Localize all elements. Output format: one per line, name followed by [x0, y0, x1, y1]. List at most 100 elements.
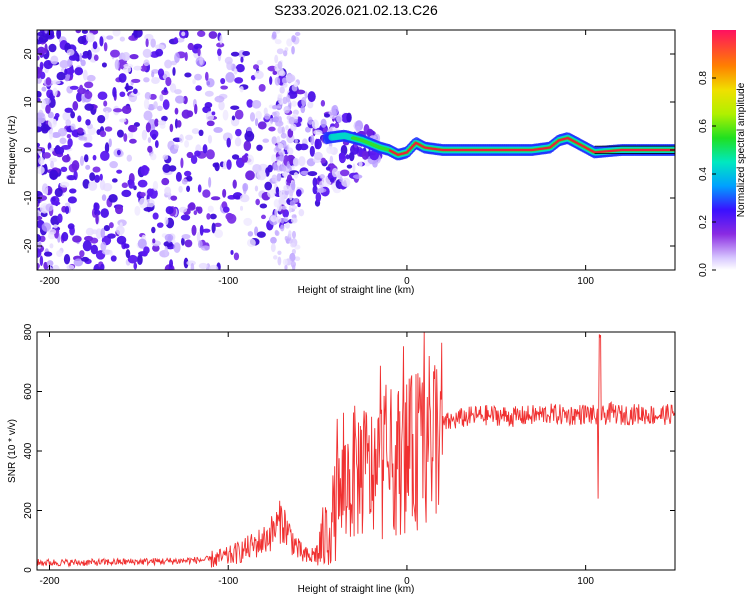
spectrogram-blob	[291, 230, 297, 239]
snr-ytick-label: 0	[23, 567, 34, 573]
spectrogram-ylabel: Frequency (Hz)	[7, 116, 18, 185]
spectrogram-blob	[77, 115, 82, 123]
spectrogram-blob	[235, 128, 242, 137]
spectrogram-blob	[259, 203, 268, 209]
spectrogram-blob	[106, 35, 114, 40]
spectrogram-blob	[165, 206, 174, 215]
spectrogram-blob	[37, 126, 43, 133]
spectrogram-blob	[116, 149, 121, 156]
spectrogram-blob	[242, 182, 249, 192]
spectrogram-blob	[186, 151, 194, 159]
spectrogram-blob	[198, 262, 208, 269]
spectrogram-blob	[272, 255, 278, 260]
spectrogram-blob	[50, 80, 61, 85]
spectrogram-blob	[276, 216, 282, 224]
spectrogram-blob	[272, 116, 279, 123]
spectrogram-blob	[361, 150, 369, 160]
spectrogram-blob	[99, 179, 106, 191]
spectrogram-blob	[310, 134, 315, 146]
spectrogram-blob	[99, 130, 107, 138]
spectrogram-blob	[291, 165, 295, 171]
spectrogram-blob	[239, 194, 250, 203]
spectrogram-blob	[68, 54, 79, 61]
spectrogram-blob	[207, 205, 214, 213]
spectrogram-blob	[204, 101, 213, 109]
spectrogram-blob	[102, 106, 112, 113]
spectrogram-blob	[242, 50, 251, 56]
spectrogram-blob	[143, 246, 150, 254]
spectrogram-blob	[49, 147, 55, 152]
spectrogram-blob	[174, 95, 185, 104]
spectrogram-blob	[206, 78, 215, 88]
spectrogram-blob	[109, 49, 120, 58]
spectrogram-blob	[154, 44, 165, 50]
spectrogram-blob	[339, 177, 343, 183]
spectrogram-blob	[226, 137, 231, 148]
spectrogram-blob	[264, 113, 271, 120]
spectrogram-blob	[197, 206, 203, 214]
spectrogram-blob	[143, 77, 150, 83]
spectrogram-blob	[149, 93, 157, 100]
spectrogram-blob	[186, 185, 191, 192]
snr-panel: -200 -100 0 100 0 200 400 600 800 Height of stra…	[7, 323, 676, 595]
spectrogram-blob	[92, 166, 101, 173]
spectrogram-blob	[162, 154, 169, 160]
spectrogram-blob	[142, 48, 152, 58]
spectrogram-blob	[97, 91, 108, 101]
spectrogram-blob	[307, 171, 318, 177]
spectrogram-blob	[65, 119, 72, 127]
spectrogram-blob	[246, 238, 256, 248]
spectrogram-blob	[280, 224, 285, 232]
spectrogram-blob	[323, 113, 331, 118]
colorbar-label: Normalized spectral amplitude	[736, 82, 747, 217]
spectrogram-blob	[279, 86, 285, 94]
spectrogram-blob	[268, 126, 276, 132]
spectrogram-blob	[277, 250, 282, 255]
spectrogram-blob	[284, 236, 288, 241]
spectrogram-blob	[271, 154, 276, 163]
spectrogram-blob	[95, 213, 99, 225]
spectrogram-blob	[100, 241, 107, 252]
spectrogram-blob	[294, 118, 299, 124]
spectrogram-blob	[110, 255, 117, 262]
spectrogram-blob	[256, 170, 267, 181]
spectrogram-blob	[143, 110, 153, 121]
spectrogram-blob	[163, 87, 168, 93]
spectrogram-blob	[56, 250, 63, 258]
spectrogram-blob	[291, 205, 298, 210]
spectrogram-blob	[297, 202, 301, 208]
spectrogram-blob	[43, 251, 53, 257]
spectrogram-blob	[65, 67, 75, 75]
spectrogram-blob	[80, 59, 86, 67]
spectrogram-blob	[281, 205, 287, 210]
spectrogram-blob	[86, 74, 96, 82]
spectrogram-blob	[173, 37, 179, 44]
spectrogram-blob	[187, 42, 194, 51]
spectrogram-blob	[38, 35, 49, 43]
spectrogram-blob	[37, 31, 45, 37]
spectrogram-blob	[276, 48, 284, 55]
spectrogram-blob	[37, 97, 41, 103]
spectrogram-blob	[54, 113, 60, 118]
spectrogram-blob	[219, 35, 223, 45]
spectrogram-blob	[52, 119, 57, 125]
spectrogram-blob	[125, 249, 131, 259]
spectrogram-blob	[66, 264, 75, 270]
spectrogram-blob	[64, 202, 71, 207]
snr-ylabel: SNR (10 * v/v)	[7, 419, 18, 483]
spectrogram-blob	[226, 61, 233, 71]
spectrogram-blob	[151, 77, 160, 85]
spectrogram-blob	[119, 36, 125, 42]
spectrogram-blob	[288, 205, 292, 214]
spectrogram-blob	[73, 258, 84, 267]
spectrogram-blob	[281, 126, 285, 135]
spectrogram-blob	[164, 59, 173, 69]
spectrogram-blob	[283, 216, 289, 223]
spectrogram-blob	[37, 262, 40, 269]
spectrogram-blob	[181, 31, 186, 37]
spectrogram-blob	[49, 243, 54, 249]
spectrogram-blob	[235, 64, 245, 73]
spectrogram-blob	[52, 264, 60, 270]
spectrogram-blob	[181, 237, 185, 246]
spectrogram-blob	[369, 150, 380, 161]
